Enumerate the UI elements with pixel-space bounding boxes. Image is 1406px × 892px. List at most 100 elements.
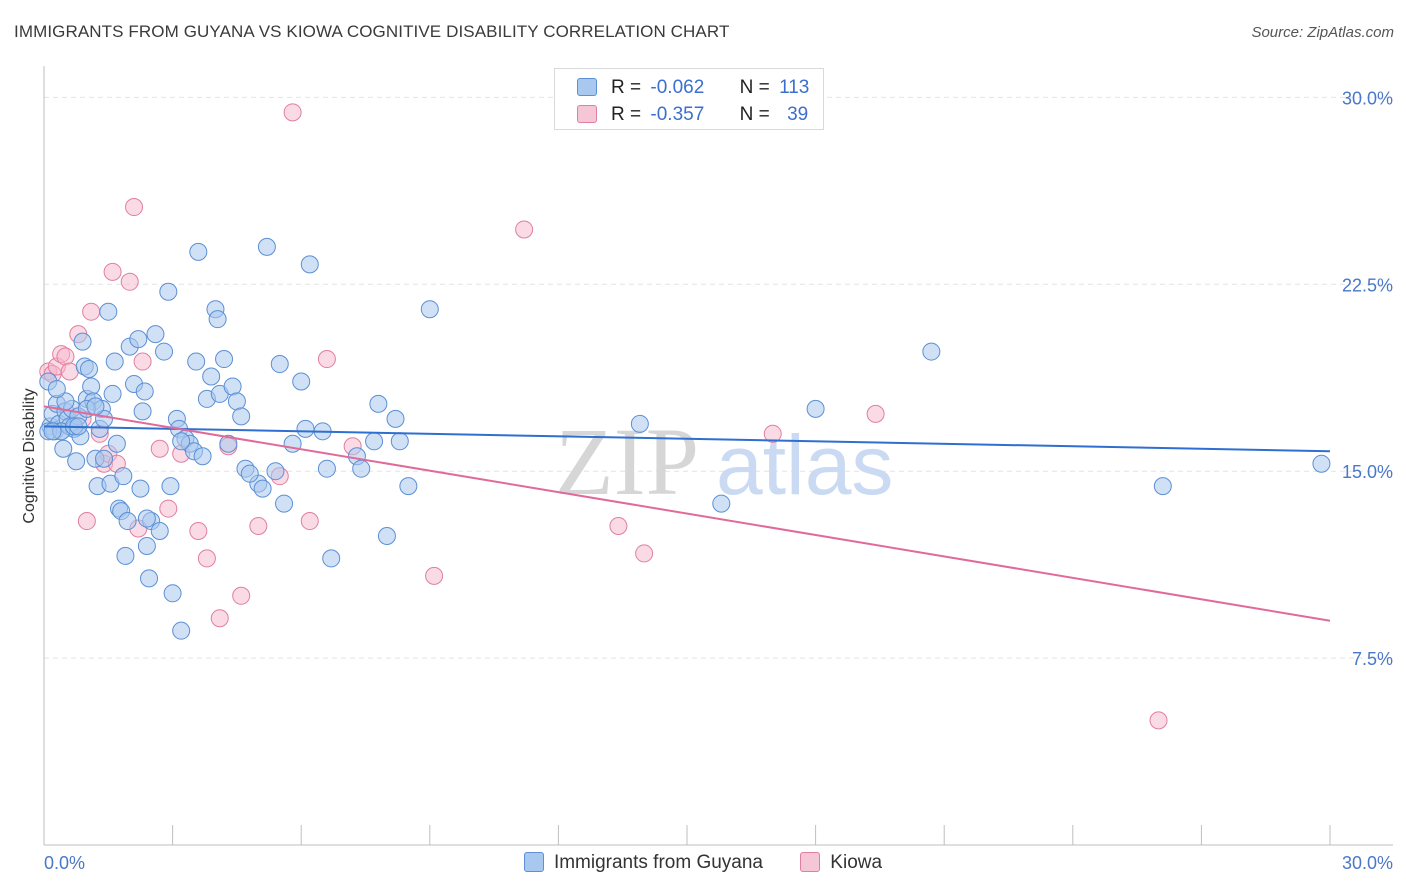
guyana-point bbox=[137, 509, 156, 528]
guyana-point bbox=[155, 342, 174, 361]
legend-row-guyana: R = -0.062 N = 113 bbox=[577, 77, 809, 101]
guyana-point bbox=[275, 494, 294, 513]
guyana-point bbox=[208, 310, 227, 329]
kiowa-point bbox=[210, 609, 229, 628]
guyana-point bbox=[137, 536, 156, 555]
kiowa-legend-swatch bbox=[800, 852, 821, 872]
watermark-zip: ZIP bbox=[555, 408, 699, 515]
series-legend: Immigrants from Guyana Kiowa bbox=[0, 852, 1406, 874]
guyana-point bbox=[227, 392, 246, 411]
guyana-point bbox=[172, 432, 191, 451]
axes bbox=[43, 66, 1393, 846]
kiowa-point bbox=[82, 302, 101, 321]
kiowa-point bbox=[232, 586, 251, 605]
r-value-guyana: -0.062 bbox=[650, 77, 705, 98]
guyana-point bbox=[116, 546, 135, 565]
y-axis-label: Cognitive Disability bbox=[21, 388, 38, 524]
n-value-kiowa: 39 bbox=[787, 104, 809, 125]
r-label: R = bbox=[611, 104, 642, 125]
guyana-point bbox=[377, 526, 396, 545]
guyana-point bbox=[105, 352, 124, 371]
kiowa-point bbox=[763, 424, 782, 443]
kiowa-point bbox=[189, 522, 208, 540]
guyana-point bbox=[317, 459, 336, 478]
guyana-point bbox=[322, 549, 341, 568]
n-label: N = bbox=[739, 77, 770, 98]
kiowa-points bbox=[39, 103, 1168, 730]
y-tick-label: 22.5% bbox=[1342, 275, 1393, 295]
guyana-point bbox=[193, 447, 212, 466]
kiowa-point bbox=[159, 499, 178, 518]
guyana-point bbox=[365, 432, 384, 451]
watermark-atlas: atlas bbox=[716, 418, 893, 512]
guyana-point bbox=[129, 330, 148, 349]
guyana-point bbox=[43, 422, 62, 441]
guyana-point bbox=[140, 569, 159, 588]
guyana-point bbox=[131, 479, 150, 498]
x-tick-label-min: 0.0% bbox=[44, 853, 85, 873]
guyana-point bbox=[420, 300, 439, 319]
guyana-point bbox=[82, 377, 101, 396]
kiowa-point bbox=[120, 272, 139, 291]
kiowa-point bbox=[133, 352, 152, 371]
guyana-point bbox=[54, 439, 73, 458]
trend-lines bbox=[43, 405, 1331, 622]
y-tick-labels: 7.5% 15.0% 22.5% 30.0% bbox=[1342, 88, 1393, 669]
legend-item-guyana[interactable]: Immigrants from Guyana bbox=[523, 852, 764, 874]
n-value-guyana: 113 bbox=[779, 77, 810, 98]
guyana-swatch bbox=[577, 78, 597, 96]
guyana-legend-swatch bbox=[523, 852, 544, 872]
guyana-point bbox=[712, 494, 731, 513]
kiowa-point bbox=[609, 517, 628, 536]
guyana-point bbox=[296, 419, 315, 438]
legend-row-kiowa: R = -0.357 N = 39 bbox=[577, 104, 808, 128]
guyana-point bbox=[352, 459, 371, 478]
guyana-point bbox=[399, 477, 418, 496]
kiowa-point bbox=[515, 220, 534, 239]
kiowa-swatch bbox=[577, 105, 597, 123]
r-label: R = bbox=[611, 77, 642, 98]
guyana-point bbox=[118, 512, 137, 531]
guyana-point bbox=[1312, 454, 1331, 473]
guyana-point bbox=[300, 255, 319, 274]
kiowa-point bbox=[197, 549, 216, 568]
correlation-legend: R = -0.062 N = 113 R = -0.357 N = 39 bbox=[554, 68, 824, 130]
kiowa-point bbox=[300, 512, 319, 531]
y-tick-label: 30.0% bbox=[1342, 88, 1393, 108]
guyana-point bbox=[202, 367, 221, 386]
guyana-point bbox=[253, 479, 272, 498]
n-label: N = bbox=[739, 104, 770, 125]
legend-label-guyana: Immigrants from Guyana bbox=[553, 852, 764, 873]
guyana-trend-line bbox=[43, 425, 1331, 453]
r-value-kiowa: -0.357 bbox=[650, 104, 705, 125]
kiowa-point bbox=[103, 262, 122, 281]
kiowa-point bbox=[56, 347, 75, 366]
guyana-point bbox=[390, 432, 409, 451]
grid-lines bbox=[44, 96, 1393, 659]
kiowa-point bbox=[425, 566, 444, 585]
guyana-point bbox=[187, 352, 206, 371]
guyana-point bbox=[257, 237, 276, 256]
kiowa-point bbox=[1149, 711, 1168, 730]
guyana-point bbox=[292, 372, 311, 391]
legend-item-kiowa[interactable]: Kiowa bbox=[800, 852, 882, 874]
guyana-point bbox=[80, 360, 99, 379]
guyana-point bbox=[67, 452, 86, 471]
guyana-point bbox=[270, 355, 289, 374]
y-tick-label: 15.0% bbox=[1342, 462, 1393, 482]
kiowa-point bbox=[283, 103, 302, 122]
kiowa-point bbox=[317, 350, 336, 369]
kiowa-point bbox=[866, 404, 885, 423]
kiowa-point bbox=[249, 517, 268, 536]
guyana-point bbox=[232, 407, 251, 426]
guyana-point bbox=[1153, 477, 1172, 496]
x-tick-label-max: 30.0% bbox=[1342, 853, 1393, 873]
kiowa-point bbox=[60, 362, 79, 381]
guyana-point bbox=[103, 384, 122, 403]
kiowa-point bbox=[77, 512, 96, 531]
guyana-point bbox=[133, 402, 152, 421]
guyana-point bbox=[189, 242, 208, 261]
guyana-point bbox=[47, 379, 66, 398]
guyana-point bbox=[73, 332, 92, 351]
watermark: ZIP atlas bbox=[555, 408, 893, 515]
